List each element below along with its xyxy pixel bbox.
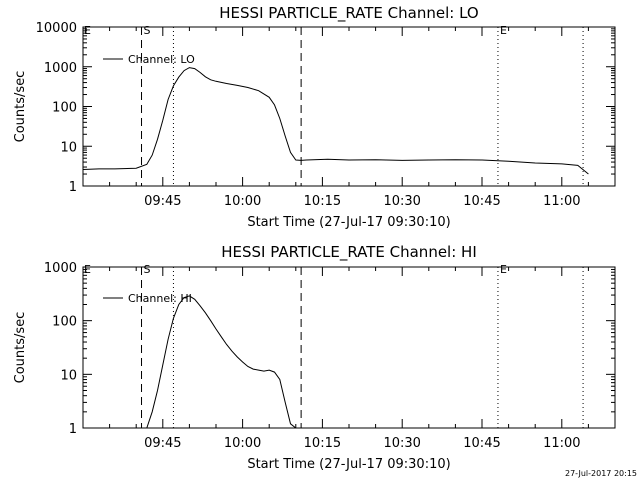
chart-1-axes-frame xyxy=(82,26,616,187)
chart-2-event-marker-label: E xyxy=(500,263,507,276)
chart-2-y-axis-label: Counts/sec xyxy=(13,312,28,384)
chart-2-x-tick-label: 10:30 xyxy=(383,436,420,451)
chart-1-x-tick-label: 10:30 xyxy=(383,194,420,209)
chart-2-x-tick-label: 09:45 xyxy=(144,436,181,451)
chart-2-legend-label: Channel: HI xyxy=(128,292,192,305)
chart-1-x-tick-label: 10:45 xyxy=(463,194,500,209)
chart-1-y-tick-label: 10000 xyxy=(36,21,77,36)
chart-1-x-axis-label: Start Time (27-Jul-17 09:30:10) xyxy=(247,215,450,230)
chart-1-frame-corner-mark: E xyxy=(84,24,91,37)
chart-2-x-tick-label: 10:00 xyxy=(224,436,261,451)
chart-1-x-tick-label: 10:15 xyxy=(304,194,341,209)
chart-2-event-marker-label: S xyxy=(144,263,151,276)
chart-2-title: HESSI PARTICLE_RATE Channel: HI xyxy=(221,243,477,262)
chart-1-y-tick-label: 1000 xyxy=(44,61,77,76)
chart-1-x-tick-label: 10:00 xyxy=(224,194,261,209)
chart-1-title: HESSI PARTICLE_RATE Channel: LO xyxy=(219,4,478,23)
chart-2-y-tick-label: 1000 xyxy=(44,261,77,276)
chart-1-event-marker-label: E xyxy=(500,24,507,37)
chart-2-x-tick-label: 10:15 xyxy=(304,436,341,451)
chart-1-y-tick-label: 10 xyxy=(60,140,77,155)
chart-2-y-tick-label: 100 xyxy=(52,315,77,330)
chart-1-event-marker-label: S xyxy=(144,24,151,37)
chart-1-y-tick-label: 1 xyxy=(69,180,77,195)
plot-timestamp: 27-Jul-2017 20:15 xyxy=(565,469,637,478)
chart-2-series-line xyxy=(146,295,297,429)
chart-2-x-tick-label: 10:45 xyxy=(463,436,500,451)
chart-1-x-tick-label: 09:45 xyxy=(144,194,181,209)
chart-2-x-tick-label: 11:00 xyxy=(543,436,580,451)
chart-1-x-tick-label: 11:00 xyxy=(543,194,580,209)
chart-1-legend-label: Channel: LO xyxy=(128,53,195,66)
chart-2-frame-corner-mark: E xyxy=(84,263,91,276)
chart-2-y-tick-label: 1 xyxy=(69,422,77,437)
chart-1-y-tick-label: 100 xyxy=(52,101,77,116)
chart-1-series-line xyxy=(82,67,589,175)
chart-1-y-axis-label: Counts/sec xyxy=(13,71,28,143)
chart-2-y-tick-label: 10 xyxy=(60,368,77,383)
chart-2-x-axis-label: Start Time (27-Jul-17 09:30:10) xyxy=(247,457,450,472)
